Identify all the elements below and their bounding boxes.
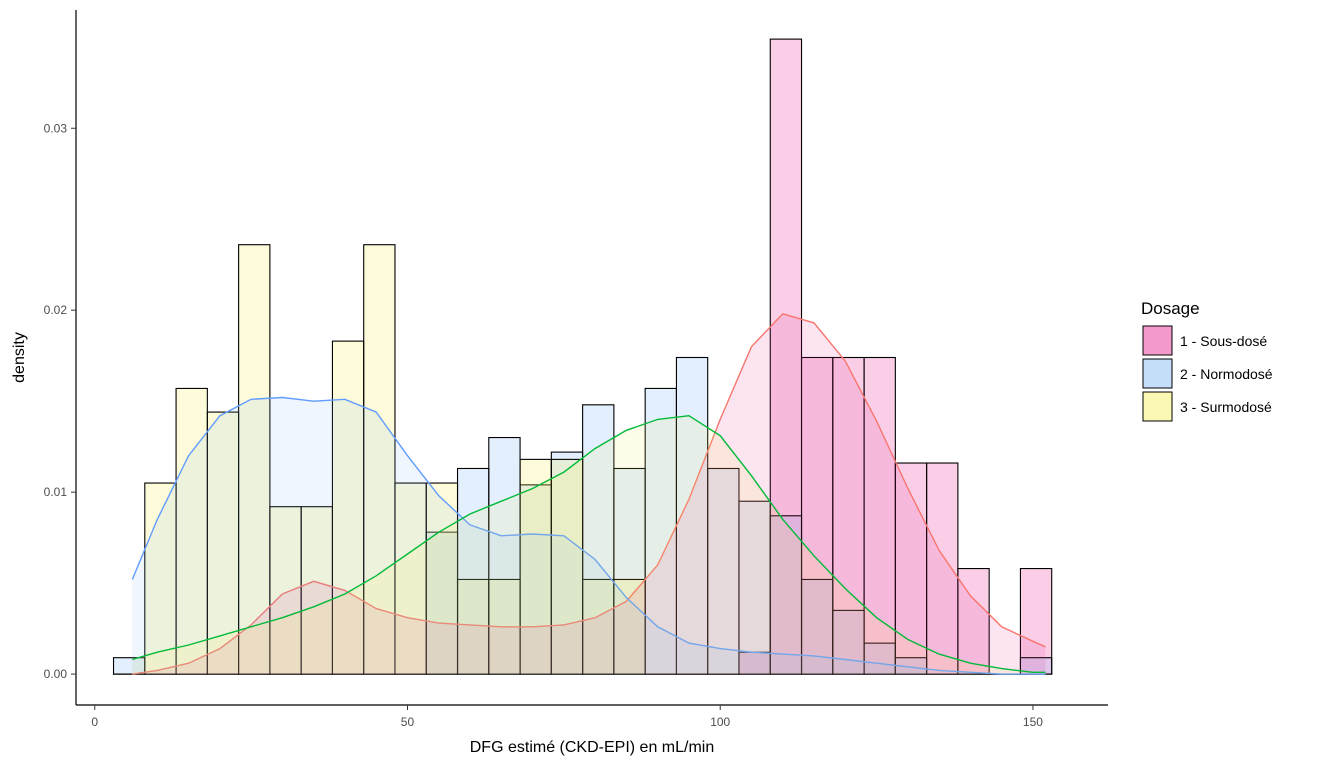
bar-series-3 [112, 244, 1053, 675]
legend-swatch [1142, 358, 1173, 389]
histogram-bar [144, 482, 177, 675]
histogram-bar [175, 387, 208, 675]
histogram-bar [894, 462, 928, 675]
histogram-bars [112, 38, 1053, 675]
histogram-bar [550, 451, 584, 675]
histogram-bar [238, 244, 271, 675]
legend-title: Dosage [1141, 299, 1200, 318]
histogram-bar [300, 506, 333, 675]
x-tick-label: 0 [91, 715, 98, 729]
legend-label: 2 - Normodosé [1180, 366, 1273, 382]
histogram-bar [832, 609, 865, 675]
histogram-bar [519, 484, 552, 675]
histogram-bar [363, 244, 396, 675]
histogram-bar [613, 578, 646, 675]
x-tick-label: 100 [710, 715, 730, 729]
histogram-bar [519, 458, 552, 675]
histogram-bar [425, 482, 459, 675]
legend-label: 1 - Sous-dosé [1180, 333, 1267, 349]
bar-series-1 [112, 38, 1053, 675]
y-tick-label: 0.02 [44, 303, 68, 317]
histogram-bar [926, 462, 959, 675]
histogram-bar [613, 467, 646, 675]
density-line-2 [131, 396, 1046, 675]
legend-swatch [1142, 391, 1173, 422]
density-area-1 [132, 313, 1046, 675]
x-tick-label: 50 [401, 715, 415, 729]
histogram-bar [550, 458, 584, 675]
y-axis-title: density [11, 332, 28, 383]
x-tick-label: 150 [1023, 715, 1043, 729]
x-axis-title: DFG estimé (CKD-EPI) en mL/min [470, 739, 714, 756]
y-tick-label: 0.01 [44, 485, 68, 499]
histogram-bar [738, 500, 771, 675]
histogram-bar [394, 482, 427, 675]
histogram-bar [832, 356, 865, 675]
y-tick-label: 0.00 [44, 667, 68, 681]
tick-labels: 0 50 100 150 0.00 0.01 0.02 0.03 [44, 121, 1044, 729]
density-area-3 [132, 415, 1046, 675]
histogram-bar [863, 356, 896, 675]
histogram-bar [331, 340, 365, 675]
histogram-bar [582, 404, 615, 675]
density-line-3 [132, 414, 1046, 673]
y-tick-label: 0.03 [44, 121, 68, 135]
legend-swatch [1142, 325, 1173, 356]
axes [75, 10, 1108, 706]
legend-label: 3 - Surmodosé [1180, 399, 1272, 415]
histogram-bar [206, 411, 240, 675]
density-line-1 [132, 313, 1046, 675]
bar-series-2 [112, 356, 1053, 675]
legend: Dosage 1 - Sous-dosé 2 - Normodosé 3 - Sur… [1141, 299, 1273, 422]
histogram-bar [863, 642, 896, 675]
histogram-bar [769, 38, 803, 675]
density-curves [131, 313, 1046, 675]
histogram-bar [644, 387, 677, 675]
histogram-bar [456, 578, 490, 675]
density-area-2 [132, 397, 1046, 675]
histogram-bar [269, 506, 302, 675]
